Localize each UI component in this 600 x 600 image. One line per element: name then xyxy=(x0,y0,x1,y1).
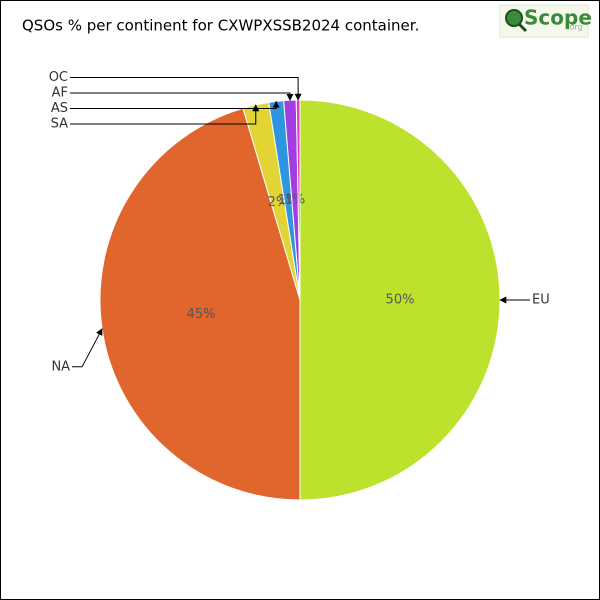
value-label: 2% xyxy=(268,195,289,210)
leader-line xyxy=(70,77,302,101)
value-label: 45% xyxy=(187,307,216,322)
leader-line xyxy=(72,328,103,368)
leader-line xyxy=(70,104,260,125)
category-label: OC xyxy=(49,70,68,85)
category-label: AF xyxy=(52,86,68,101)
category-label: SA xyxy=(51,117,68,132)
logo-suffix: .org xyxy=(567,23,583,32)
logo-icon-handle xyxy=(517,22,528,33)
category-label: AS xyxy=(51,101,68,116)
leader-line xyxy=(70,92,294,101)
logo-text: Scope xyxy=(524,6,592,30)
chart-title: QSOs % per continent for CXWPXSSB2024 co… xyxy=(22,17,419,35)
logo-icon xyxy=(505,9,523,27)
leader-line xyxy=(70,100,280,109)
logo: Scope .org xyxy=(499,4,592,38)
value-label: 1% xyxy=(285,193,306,208)
category-label: NA xyxy=(51,359,70,374)
category-label: EU xyxy=(532,293,550,308)
value-label: 50% xyxy=(386,293,415,308)
